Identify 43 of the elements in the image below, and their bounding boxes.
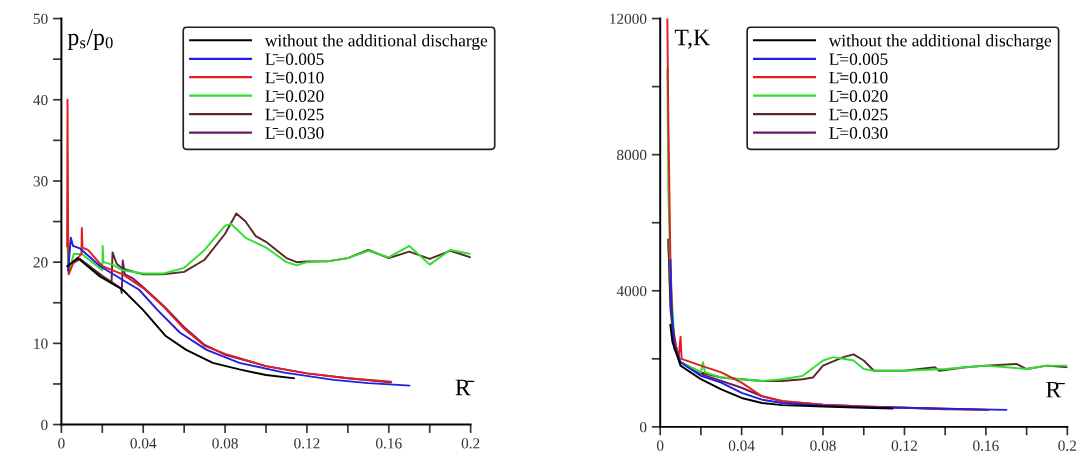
legend-label: L̄=0.030 <box>265 127 324 139</box>
x-axis-title: R̄ <box>1046 381 1065 398</box>
legend-label: L̄=0.025 <box>265 108 324 121</box>
line-series <box>669 323 894 410</box>
y-axis-title: p$_{s}$/p$_{0}$ <box>67 29 113 50</box>
legend-label: L̄=0.025 <box>829 108 888 121</box>
x-tick-label: 0.2 <box>1058 440 1077 451</box>
y-tick-label: 0 <box>41 419 48 431</box>
y-tick-label: 0 <box>639 422 647 433</box>
y-axis-title: T,K <box>674 29 710 49</box>
legend-label: L̄=0.030 <box>829 127 888 139</box>
y-tick-label: 50 <box>33 13 48 25</box>
x-tick-label: 0.16 <box>376 438 402 449</box>
y-tick-label: 40 <box>33 94 48 106</box>
x-axis-title: R̄ <box>455 379 475 396</box>
x-tick-label: 0.04 <box>130 438 157 449</box>
legend-label: L̄=0.005 <box>265 53 324 66</box>
y-tick-label: 4000 <box>616 285 647 297</box>
x-tick-label: 0.12 <box>294 438 320 449</box>
x-tick-label: 0.16 <box>973 440 999 451</box>
legend-label: L̄=0.010 <box>829 71 888 84</box>
legend-label: L̄=0.020 <box>829 90 888 102</box>
line-series <box>67 236 411 387</box>
x-tick-label: 0.2 <box>461 438 480 449</box>
y-tick-label: 20 <box>33 257 48 268</box>
x-tick-label: 0.08 <box>810 440 836 451</box>
legend-label: without the additional discharge <box>828 34 1052 51</box>
legend-label: L̄=0.005 <box>829 53 888 66</box>
legend-label: L̄=0.020 <box>265 90 324 102</box>
line-series <box>66 223 471 276</box>
x-tick-label: 0 <box>58 438 65 449</box>
x-tick-label: 0.04 <box>728 440 755 451</box>
x-tick-label: 0 <box>656 440 664 451</box>
x-tick-label: 0.08 <box>212 438 238 449</box>
x-tick-label: 0.12 <box>891 440 917 451</box>
y-tick-label: 8000 <box>617 149 647 161</box>
line-series <box>669 259 1008 411</box>
y-tick-label: 10 <box>34 338 48 349</box>
y-tick-label: 30 <box>33 176 48 187</box>
line-series <box>66 257 295 380</box>
legend-label: without the additional discharge <box>264 34 488 51</box>
legend-label: L̄=0.010 <box>265 71 324 84</box>
y-tick-label: 12000 <box>610 13 647 25</box>
